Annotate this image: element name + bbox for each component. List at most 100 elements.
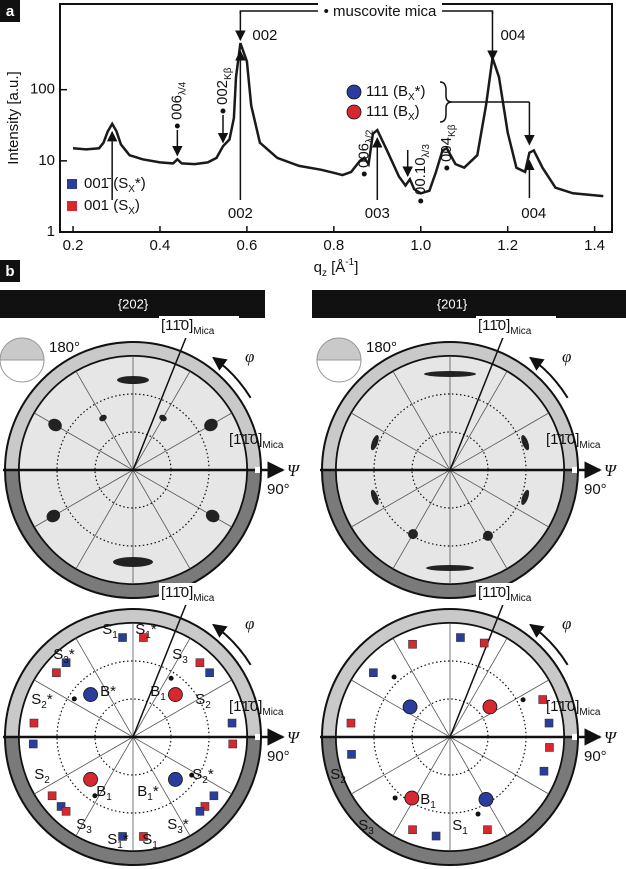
annotation: 004 <box>521 205 546 222</box>
pole-label-part: * <box>151 621 157 638</box>
square-marker <box>200 802 210 811</box>
annotation-rotated: 006λ/4 <box>168 81 188 120</box>
pole-label-part: * <box>47 691 53 708</box>
pole-label-part: S <box>452 817 462 834</box>
psi-label: Ψ <box>604 728 618 747</box>
y-tick-label: 100 <box>30 81 55 98</box>
pole-label-part: 3 <box>63 655 69 666</box>
annotation-rotated: 006λ/2 <box>355 129 375 168</box>
intensity-spot <box>482 530 493 541</box>
pole-label-part: S <box>135 621 145 638</box>
x-tick-label: 0.6 <box>236 237 257 254</box>
angle-label: 90° <box>267 481 290 498</box>
square-marker <box>61 658 71 667</box>
intensity-spot <box>205 509 220 523</box>
intensity-spot <box>46 509 61 523</box>
square-marker <box>227 718 237 728</box>
panel-label: b <box>5 263 14 280</box>
legend-label-part: X <box>408 112 415 123</box>
direction-label-part: Mica <box>262 707 284 718</box>
pole-label-part: 2 <box>202 775 208 786</box>
pole-label: S1 <box>142 831 158 851</box>
direction-label: [11̄0]Mica <box>161 584 215 604</box>
circle-marker <box>478 791 494 807</box>
circle-marker <box>168 687 183 702</box>
square-marker <box>118 832 127 841</box>
dot <box>444 165 450 171</box>
direction-label-part: [1̄1̄0] <box>546 698 579 715</box>
legend-marker <box>346 104 362 120</box>
pole-label: B1 <box>420 791 436 811</box>
square-marker <box>56 802 66 811</box>
pole-label-part: 1 <box>152 840 158 851</box>
phi-label: φ <box>245 347 254 366</box>
square-marker <box>347 750 356 759</box>
annotation-rotated-part: λ/2 <box>364 129 375 143</box>
direction-label: [11̄0]Mica <box>478 584 532 604</box>
intensity-spot <box>370 435 379 451</box>
square-marker <box>47 791 57 801</box>
pole-label: S3 <box>358 817 374 837</box>
legend-marker <box>346 84 362 100</box>
axis-mark <box>255 734 260 740</box>
direction-label-part: [11̄0] <box>161 317 193 334</box>
pole-label: S1* <box>107 831 129 851</box>
pole-label-part: 1 <box>112 630 118 641</box>
pole-label-part: 2 <box>44 775 50 786</box>
pole-label: S2* <box>31 691 53 711</box>
direction-label-part: Mica <box>193 593 215 604</box>
annotation-rotated: 002Kβ <box>214 67 234 105</box>
annotation-rotated-part: λ/3 <box>421 144 432 158</box>
intensity-spot <box>113 557 153 567</box>
direction-label: [1̄1̄0]Mica <box>546 698 601 718</box>
annotation: • muscovite mica <box>324 3 437 20</box>
pole-label-part: * <box>153 783 159 800</box>
dot <box>71 696 77 702</box>
dot <box>520 697 526 703</box>
dot <box>92 793 98 799</box>
pole-label: B1 <box>150 683 166 703</box>
dot <box>391 674 397 680</box>
square-marker <box>195 658 205 667</box>
square-marker <box>205 668 214 678</box>
intensity-spot <box>521 489 530 505</box>
direction-label-part: Mica <box>510 593 532 604</box>
pole-label-part: S <box>142 831 152 848</box>
icon-bottom <box>0 359 45 383</box>
x-tick-label: 0.8 <box>323 237 344 254</box>
square-marker <box>545 743 554 752</box>
pole-label-part: * <box>208 766 214 783</box>
legend-label: 001 (SX) <box>84 197 140 217</box>
label-bg <box>476 583 556 605</box>
pole-label-part: S <box>102 621 112 638</box>
pole-label-part: S <box>76 816 86 833</box>
legend-label: 111 (BX*) <box>366 83 425 103</box>
pole-label: S2* <box>192 766 214 786</box>
square-marker <box>408 825 417 835</box>
phi-arrow <box>529 356 569 399</box>
annotation-rotated-part: 006 <box>168 95 185 120</box>
angle-label: 180° <box>366 339 397 356</box>
panel-label: a <box>6 3 15 20</box>
square-marker <box>544 718 554 728</box>
angle-label: 90° <box>267 748 290 765</box>
intensity-spot <box>48 418 62 432</box>
pole-label: S2 <box>330 766 346 786</box>
pole-label-part: 3 <box>86 825 92 836</box>
pole-label-part: B <box>100 683 110 700</box>
pole-label-part: 2 <box>41 700 47 711</box>
legend-label-part: ) <box>135 197 140 214</box>
phi-arrow <box>212 356 252 399</box>
axis-mark <box>572 734 577 740</box>
y-tick-label: 1 <box>47 223 55 240</box>
direction-label-part: [11̄0] <box>478 584 510 601</box>
arrow <box>449 319 512 471</box>
circle-marker <box>402 699 418 715</box>
icon-top <box>316 337 362 361</box>
pole-label: S3* <box>167 816 189 836</box>
square-marker <box>139 832 148 841</box>
circle-marker <box>83 687 98 702</box>
direction-label-part: Mica <box>262 440 284 451</box>
pole-label-part: 2 <box>205 700 211 711</box>
panel-label-box <box>0 260 20 282</box>
